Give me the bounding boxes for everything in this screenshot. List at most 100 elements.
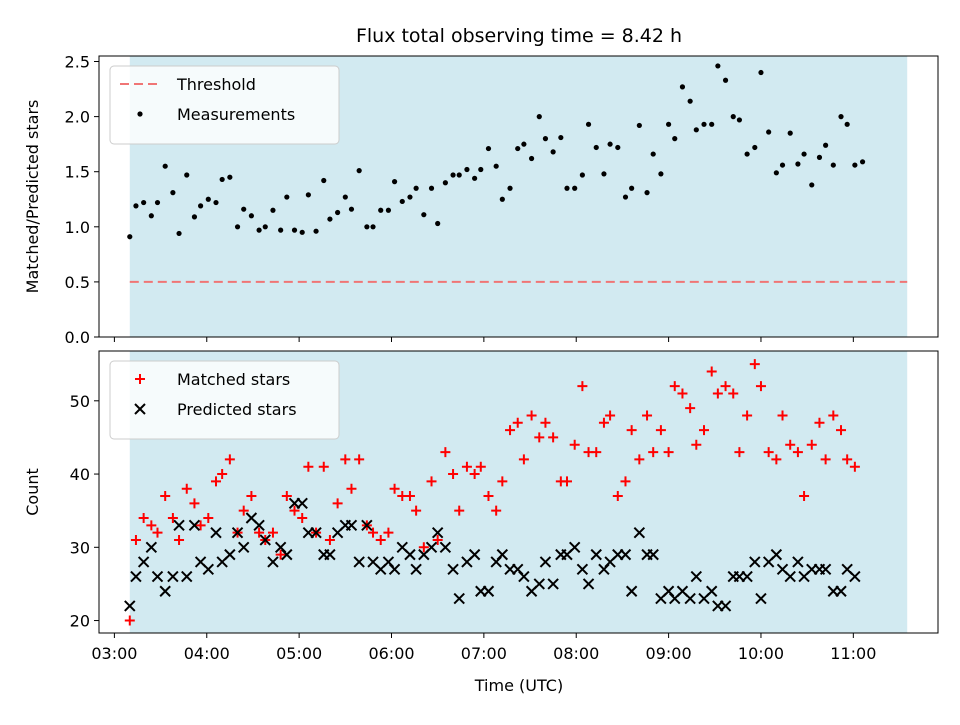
measurement-point: [679, 84, 686, 90]
matched-stars-point: [203, 513, 214, 524]
measurement-point: [823, 142, 829, 148]
predicted-stars-point: [410, 563, 422, 575]
measurement-point: [830, 162, 836, 168]
matched-stars-point: [340, 454, 351, 465]
matched-stars-point: [483, 491, 494, 502]
predicted-stars-point: [310, 526, 322, 539]
predicted-stars-point: [188, 519, 201, 532]
matched-stars-point: [448, 469, 459, 480]
predicted-stars-point: [633, 526, 646, 539]
predicted-stars-point: [130, 570, 142, 583]
matched-stars-point: [224, 454, 235, 465]
measurement-point: [184, 172, 190, 178]
predicted-stars-point: [619, 548, 632, 561]
measurement-point: [816, 154, 823, 160]
matched-stars-point: [820, 454, 831, 465]
measurement-point: [421, 212, 427, 218]
predicted-stars-point: [792, 556, 804, 568]
matched-stars-point: [324, 534, 335, 545]
matched-stars-point: [497, 476, 508, 487]
matched-stars-point: [526, 410, 537, 421]
measurement-point: [450, 172, 456, 178]
x-tick-label: 07:00: [461, 644, 507, 663]
matched-stars-point: [598, 417, 609, 428]
predicted-stars-point: [784, 570, 796, 583]
measurement-point: [385, 207, 392, 213]
measurement-point: [472, 175, 478, 181]
matched-stars-point: [512, 417, 523, 428]
matched-stars-point: [712, 388, 723, 399]
matched-stars-point: [275, 549, 286, 560]
matched-stars-point: [720, 381, 731, 392]
measurement-point: [536, 114, 542, 120]
predicted-stars-point: [259, 534, 271, 546]
measurement-point: [313, 228, 319, 234]
predicted-stars-point: [590, 548, 602, 561]
measurement-point: [779, 162, 786, 168]
predicted-stars-point: [741, 570, 753, 583]
matched-stars-point: [505, 425, 516, 436]
measurement-point: [456, 172, 462, 178]
predicted-stars-point: [296, 497, 308, 510]
measurement-point: [291, 227, 298, 233]
predicted-stars-point: [453, 592, 465, 605]
measurement-point: [701, 121, 707, 127]
legend-label: Matched stars: [177, 370, 290, 389]
x-tick-label: 05:00: [276, 644, 322, 663]
matched-stars-point: [642, 410, 653, 421]
predicted-stars-point: [539, 556, 552, 568]
predicted-stars-point: [749, 556, 761, 568]
predicted-stars-point: [647, 548, 659, 561]
matched-stars-point: [685, 403, 696, 414]
matched-stars-point: [540, 417, 551, 428]
matched-stars-point: [626, 425, 637, 436]
y-tick-label: 20: [70, 612, 90, 631]
matched-stars-point: [267, 527, 278, 538]
measurement-point: [348, 206, 355, 212]
measurement-point: [370, 224, 376, 230]
measurement-point: [722, 77, 729, 83]
measurement-point: [579, 172, 585, 178]
measurement-point: [485, 145, 492, 152]
matched-stars-point: [475, 461, 486, 472]
y-tick-label: 2.0: [65, 108, 90, 127]
predicted-stars-point: [576, 563, 589, 575]
matched-stars-point: [842, 454, 853, 465]
measurement-point: [442, 180, 448, 186]
matched-stars-point: [426, 476, 437, 487]
measurement-point: [493, 163, 499, 169]
predicted-stars-point: [145, 541, 158, 554]
predicted-stars-point: [388, 563, 401, 575]
measurement-point: [558, 134, 564, 141]
y-tick-label: 0.5: [65, 273, 90, 292]
measurement-point: [715, 63, 721, 69]
matched-stars-point: [152, 527, 163, 538]
predicted-stars-point: [173, 519, 185, 532]
matched-stars-point: [849, 461, 860, 472]
predicted-stars-point: [684, 592, 696, 605]
predicted-stars-point: [468, 548, 481, 561]
measurement-point: [795, 161, 801, 167]
y-tick-label: 0.0: [65, 328, 90, 347]
predicted-stars-point: [447, 563, 459, 575]
measurement-point: [744, 151, 750, 157]
measurement-point: [364, 224, 370, 230]
predicted-stars-point: [482, 585, 495, 597]
measurement-point: [801, 151, 807, 157]
measurement-point: [585, 121, 592, 127]
measurement-point: [191, 214, 198, 220]
matched-stars-point: [411, 505, 422, 516]
x-axis-label: Time (UTC): [474, 676, 563, 695]
measurement-point: [787, 130, 793, 136]
measurement-point: [687, 98, 693, 104]
matched-stars-point: [620, 476, 631, 487]
measurement-point: [528, 155, 535, 162]
matched-stars-point: [167, 513, 178, 524]
predicted-stars-point: [137, 556, 150, 568]
measurement-point: [766, 129, 772, 135]
measurement-point: [607, 141, 613, 147]
matched-stars-point: [836, 425, 847, 436]
matched-stars-point: [254, 527, 265, 538]
